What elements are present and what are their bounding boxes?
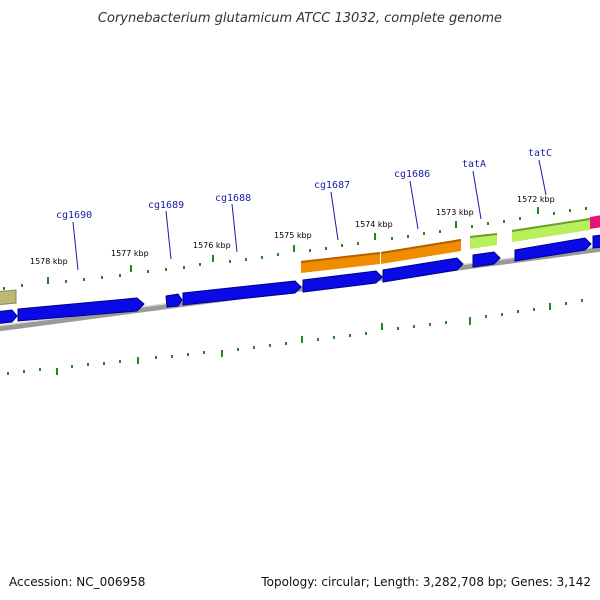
magenta-feature-block <box>590 215 600 229</box>
cds-arrow <box>382 257 464 283</box>
cds-arrow <box>165 293 183 308</box>
orange-feature-block <box>381 239 461 264</box>
olive-feature-block <box>0 289 17 306</box>
cds-arrow <box>472 251 501 268</box>
gene-leader-line <box>72 221 79 271</box>
kbp-label: 1572 kbp <box>517 195 555 204</box>
orange-feature-edge <box>380 239 462 254</box>
map-title: Corynebacterium glutamicum ATCC 13032, c… <box>98 11 502 26</box>
kbp-label: 1578 kbp <box>30 257 68 266</box>
lime-feature-edge <box>511 218 591 232</box>
gene-leader-line <box>472 170 482 220</box>
gene-label-leaders <box>72 159 547 271</box>
gene-label-cg1686: cg1686 <box>394 169 430 180</box>
kbp-label: 1577 kbp <box>111 249 149 258</box>
cds-arrow <box>17 297 145 322</box>
gene-leader-line <box>165 210 172 260</box>
kbp-label: 1574 kbp <box>355 220 393 229</box>
gene-label-cg1688: cg1688 <box>215 193 251 204</box>
kbp-label: 1575 kbp <box>274 231 312 240</box>
feature-track-colored <box>0 215 600 306</box>
gene-label-tatC: tatC <box>528 148 552 159</box>
kbp-label: 1576 kbp <box>193 241 231 250</box>
cds-arrow <box>514 237 592 262</box>
gene-leader-line <box>409 180 419 230</box>
cds-arrow <box>0 309 18 324</box>
inner-tick-track <box>7 299 583 375</box>
kbp-labels: 1578 kbp 1577 kbp 1576 kbp 1575 kbp 1574… <box>30 195 555 266</box>
lime-feature-edge <box>469 233 498 238</box>
gene-label-cg1689: cg1689 <box>148 200 184 211</box>
gene-leader-line <box>538 159 547 196</box>
gene-label-cg1690: cg1690 <box>56 210 92 221</box>
gene-leader-line <box>330 191 339 241</box>
orange-feature-edge <box>300 252 381 263</box>
cds-arrow <box>182 280 302 306</box>
cds-arrow <box>302 270 383 293</box>
kbp-label: 1573 kbp <box>436 208 474 217</box>
gene-label-cg1687: cg1687 <box>314 180 350 191</box>
gene-label-tatA: tatA <box>462 159 486 170</box>
lime-feature-block <box>512 218 590 242</box>
genome-summary-text: Topology: circular; Length: 3,282,708 bp… <box>260 575 591 589</box>
orange-feature-block <box>301 252 380 273</box>
cds-arrow <box>592 234 600 249</box>
cds-track <box>0 234 600 324</box>
gene-labels: cg1690 cg1689 cg1688 cg1687 cg1686 tatA … <box>56 148 552 221</box>
outer-tick-track <box>3 207 587 290</box>
accession-text: Accession: NC_006958 <box>9 575 145 589</box>
gene-leader-line <box>231 203 238 253</box>
genome-backbone <box>0 246 600 332</box>
